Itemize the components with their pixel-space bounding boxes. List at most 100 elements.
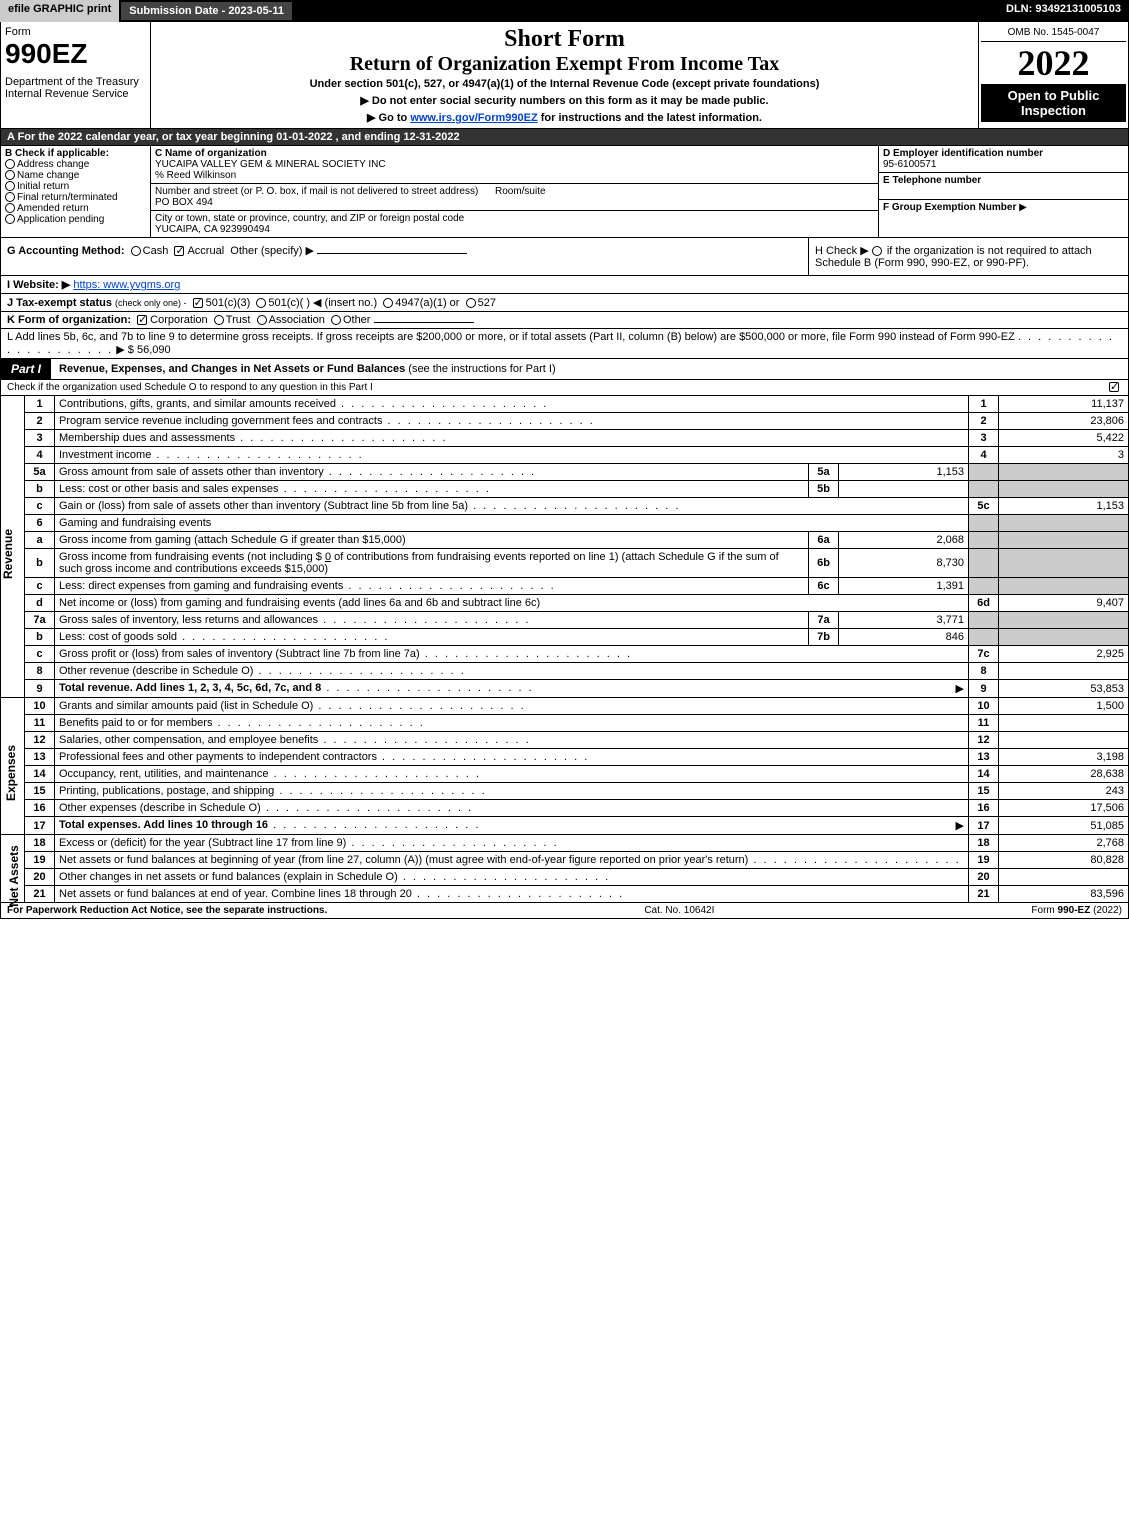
line-13-desc: Professional fees and other payments to … bbox=[55, 749, 969, 766]
line-17-no: 17 bbox=[25, 817, 55, 835]
note-goto: ▶ Go to www.irs.gov/Form990EZ for instru… bbox=[155, 111, 974, 124]
line-8-desc: Other revenue (describe in Schedule O) bbox=[55, 663, 969, 680]
k-opt-2[interactable] bbox=[257, 315, 267, 325]
line-8-r: 8 bbox=[969, 663, 999, 680]
j-opt-0[interactable] bbox=[193, 298, 203, 308]
line-10-desc: Grants and similar amounts paid (list in… bbox=[55, 698, 969, 715]
irs-link[interactable]: www.irs.gov/Form990EZ bbox=[410, 112, 537, 124]
j-opt-3-label: 527 bbox=[478, 297, 496, 309]
line-8: 8 Other revenue (describe in Schedule O)… bbox=[25, 663, 1129, 680]
addr-value: PO BOX 494 bbox=[155, 197, 213, 208]
line-9-r: 9 bbox=[969, 680, 999, 698]
line-7a: 7a Gross sales of inventory, less return… bbox=[25, 612, 1129, 629]
line-16-no: 16 bbox=[25, 800, 55, 817]
line-6a-shade1 bbox=[969, 532, 999, 549]
line-12: 12 Salaries, other compensation, and emp… bbox=[25, 732, 1129, 749]
cb-initial-return[interactable]: Initial return bbox=[5, 181, 146, 192]
g-label: G Accounting Method: bbox=[7, 245, 125, 257]
line-18: 18 Excess or (deficit) for the year (Sub… bbox=[25, 835, 1129, 852]
g-cash-label: Cash bbox=[143, 245, 169, 257]
line-9-desc: Total revenue. Add lines 1, 2, 3, 4, 5c,… bbox=[55, 680, 969, 698]
line-20-r: 20 bbox=[969, 869, 999, 886]
h-checkbox[interactable] bbox=[872, 246, 882, 256]
k-other-input[interactable] bbox=[374, 322, 474, 323]
line-5a-no: 5a bbox=[25, 464, 55, 481]
line-3: 3 Membership dues and assessments 3 5,42… bbox=[25, 430, 1129, 447]
cb-name-change[interactable]: Name change bbox=[5, 170, 146, 181]
header-center: Short Form Return of Organization Exempt… bbox=[151, 22, 978, 128]
line-2-desc: Program service revenue including govern… bbox=[55, 413, 969, 430]
sched-o-checkbox[interactable] bbox=[1109, 382, 1119, 392]
line-1-val: 11,137 bbox=[999, 396, 1129, 413]
line-5a-subval: 1,153 bbox=[839, 464, 969, 481]
addr-label: Number and street (or P. O. box, if mail… bbox=[155, 186, 478, 197]
line-5b-shade2 bbox=[999, 481, 1129, 498]
line-2-r: 2 bbox=[969, 413, 999, 430]
line-4-val: 3 bbox=[999, 447, 1129, 464]
line-12-val bbox=[999, 732, 1129, 749]
line-12-desc: Salaries, other compensation, and employ… bbox=[55, 732, 969, 749]
line-6a: a Gross income from gaming (attach Sched… bbox=[25, 532, 1129, 549]
line-7c: c Gross profit or (loss) from sales of i… bbox=[25, 646, 1129, 663]
line-6b-shade2 bbox=[999, 549, 1129, 578]
line-20: 20 Other changes in net assets or fund b… bbox=[25, 869, 1129, 886]
line-5b-subval bbox=[839, 481, 969, 498]
line-19: 19 Net assets or fund balances at beginn… bbox=[25, 852, 1129, 869]
j-opt-3[interactable] bbox=[466, 298, 476, 308]
k-opt-1[interactable] bbox=[214, 315, 224, 325]
arrow-icon: ▶ bbox=[956, 819, 964, 832]
line-5a-sub: 5a bbox=[809, 464, 839, 481]
cb-application-pending[interactable]: Application pending bbox=[5, 214, 146, 225]
expenses-table: 10 Grants and similar amounts paid (list… bbox=[24, 698, 1129, 835]
g-other-label: Other (specify) ▶ bbox=[230, 245, 314, 257]
section-j: J Tax-exempt status (check only one) - 5… bbox=[0, 294, 1129, 312]
line-6c-subval: 1,391 bbox=[839, 578, 969, 595]
line-10-no: 10 bbox=[25, 698, 55, 715]
line-5a-shade1 bbox=[969, 464, 999, 481]
h-pre: H Check ▶ bbox=[815, 245, 872, 257]
cb-amended-return[interactable]: Amended return bbox=[5, 203, 146, 214]
line-7b-shade1 bbox=[969, 629, 999, 646]
g-other-input[interactable] bbox=[317, 253, 467, 254]
e-block: E Telephone number bbox=[879, 173, 1128, 200]
section-l: L Add lines 5b, 6c, and 7b to line 9 to … bbox=[0, 329, 1129, 359]
k-opt-0[interactable] bbox=[137, 315, 147, 325]
k-opt-3[interactable] bbox=[331, 315, 341, 325]
efile-print-label[interactable]: efile GRAPHIC print bbox=[0, 0, 119, 22]
cb-final-return[interactable]: Final return/terminated bbox=[5, 192, 146, 203]
j-opt-1[interactable] bbox=[256, 298, 266, 308]
line-7b-desc: Less: cost of goods sold bbox=[55, 629, 809, 646]
line-2-val: 23,806 bbox=[999, 413, 1129, 430]
g-cash-radio[interactable] bbox=[131, 246, 141, 256]
f-block: F Group Exemption Number ▶ bbox=[879, 200, 1128, 215]
k-opt-2-label: Association bbox=[269, 314, 325, 326]
part-i-paren: (see the instructions for Part I) bbox=[408, 363, 555, 375]
line-21: 21 Net assets or fund balances at end of… bbox=[25, 886, 1129, 903]
netassets-block: Net Assets 18 Excess or (deficit) for th… bbox=[0, 835, 1129, 903]
line-9: 9 Total revenue. Add lines 1, 2, 3, 4, 5… bbox=[25, 680, 1129, 698]
line-10-r: 10 bbox=[969, 698, 999, 715]
line-6-desc: Gaming and fundraising events bbox=[55, 515, 969, 532]
arrow-icon: ▶ bbox=[956, 682, 964, 695]
line-6-no: 6 bbox=[25, 515, 55, 532]
line-6c-shade2 bbox=[999, 578, 1129, 595]
line-1-desc: Contributions, gifts, grants, and simila… bbox=[55, 396, 969, 413]
line-16-r: 16 bbox=[969, 800, 999, 817]
line-21-desc: Net assets or fund balances at end of ye… bbox=[55, 886, 969, 903]
open-to-public: Open to Public Inspection bbox=[981, 84, 1126, 122]
j-opt-2[interactable] bbox=[383, 298, 393, 308]
line-9-no: 9 bbox=[25, 680, 55, 698]
line-3-r: 3 bbox=[969, 430, 999, 447]
cb-address-change[interactable]: Address change bbox=[5, 159, 146, 170]
line-17-desc: Total expenses. Add lines 10 through 16 … bbox=[55, 817, 969, 835]
org-name: YUCAIPA VALLEY GEM & MINERAL SOCIETY INC bbox=[155, 159, 386, 170]
g-accrual-checkbox[interactable] bbox=[174, 246, 184, 256]
line-5a: 5a Gross amount from sale of assets othe… bbox=[25, 464, 1129, 481]
line-6d-r: 6d bbox=[969, 595, 999, 612]
website-link[interactable]: https: www.yvgms.org bbox=[73, 279, 180, 291]
room-label: Room/suite bbox=[495, 186, 546, 197]
c-label: C Name of organization bbox=[155, 148, 267, 159]
netassets-side-label: Net Assets bbox=[0, 835, 24, 903]
line-16-val: 17,506 bbox=[999, 800, 1129, 817]
line-7b-no: b bbox=[25, 629, 55, 646]
